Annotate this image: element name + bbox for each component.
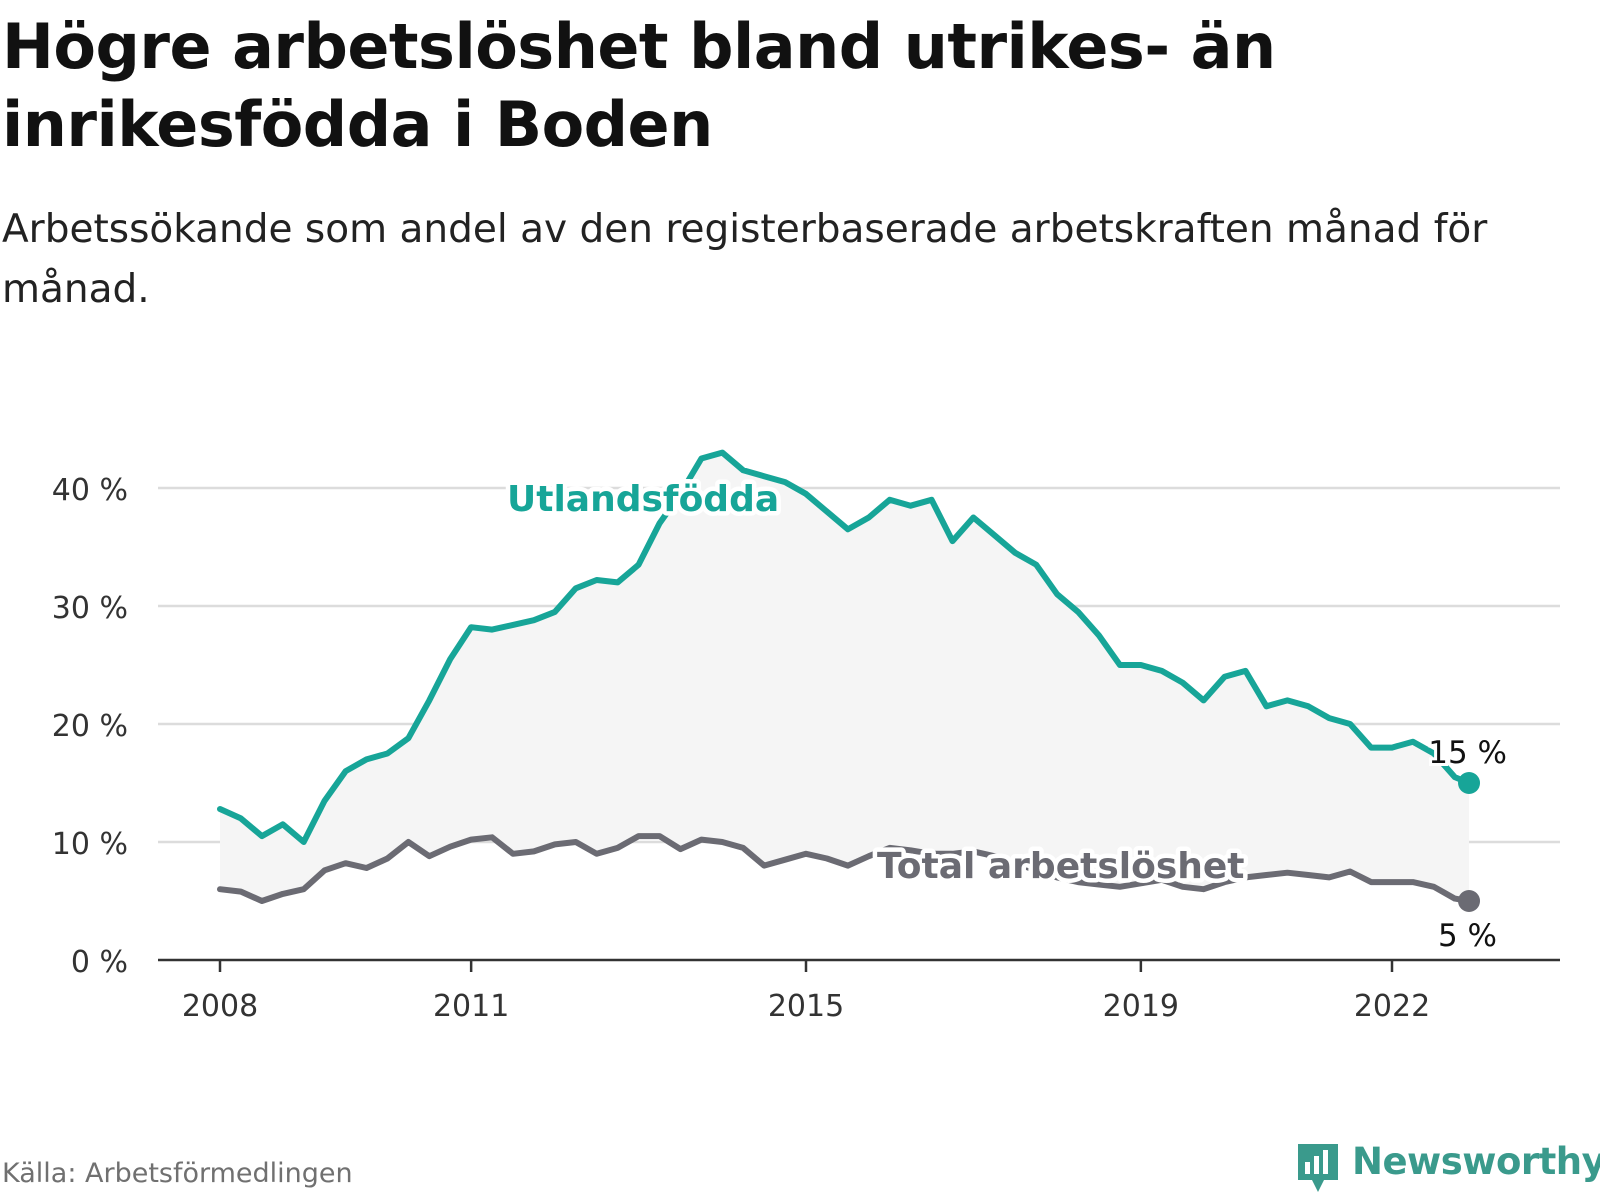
newsworthy-logo-icon xyxy=(1298,1144,1338,1192)
total-end-label: 5 % xyxy=(1438,918,1497,954)
x-tick-label: 2011 xyxy=(433,989,509,1024)
x-tick-label: 2008 xyxy=(182,989,258,1024)
total-series-line xyxy=(217,833,1472,904)
y-tick-label: 30 % xyxy=(52,591,128,626)
x-tick-label: 2015 xyxy=(768,989,844,1024)
brand: Newsworthy xyxy=(1294,1140,1600,1200)
y-tick-label: 0 % xyxy=(71,945,128,980)
chart-subtitle: Arbetssökande som andel av den registerb… xyxy=(2,207,1488,312)
foreign-end-label: 15 % xyxy=(1428,735,1507,771)
x-tick-label: 2019 xyxy=(1103,989,1179,1024)
y-tick-label: 20 % xyxy=(52,709,128,744)
total-series-label: Total arbetslöshet xyxy=(877,846,1245,887)
foreign-series-end-point xyxy=(1458,772,1481,794)
brand-name: Newsworthy xyxy=(1352,1140,1600,1183)
source-note: Källa: Arbetsförmedlingen xyxy=(2,1158,353,1189)
y-tick-label: 10 % xyxy=(52,827,128,862)
chart-title: Högre arbetslöshet bland utrikes- än inr… xyxy=(2,10,1276,161)
total-series-end-point xyxy=(1458,890,1481,912)
band-area xyxy=(220,452,1469,901)
foreign-series-line xyxy=(217,449,1472,845)
x-tick-label: 2022 xyxy=(1354,989,1430,1024)
y-tick-label: 40 % xyxy=(52,473,128,508)
line-chart: 0 % 10 % 20 % 30 % 40 % 2008 2011 2015 2019 2022 U… xyxy=(52,449,1560,1024)
foreign-series-label: Utlandsfödda xyxy=(507,479,779,520)
